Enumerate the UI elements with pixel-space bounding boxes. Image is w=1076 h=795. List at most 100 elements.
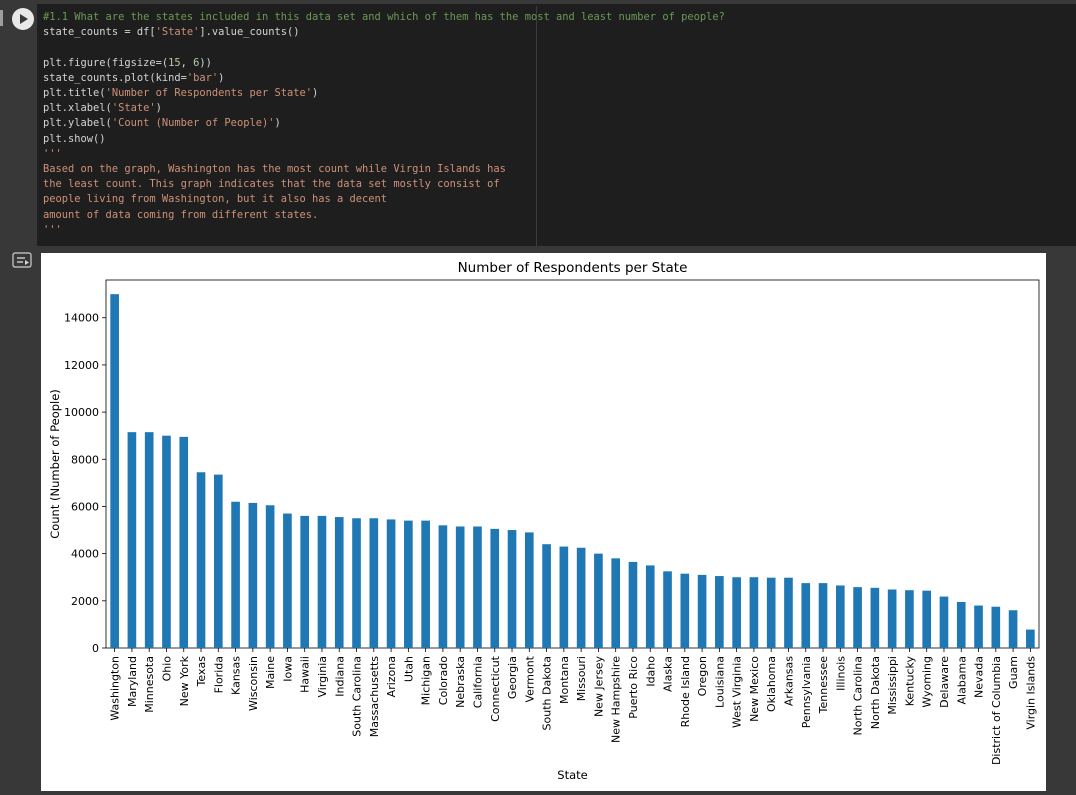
code-line: ''' (43, 148, 62, 160)
chart-title: Number of Respondents per State (458, 260, 688, 276)
code-token: 'State' (155, 26, 200, 39)
bar-louisiana (715, 576, 724, 648)
bar-massachusetts (369, 518, 379, 648)
bar-tennessee (818, 583, 828, 648)
x-tick-label: Wisconsin (247, 656, 260, 711)
code-line: plt.figure(figsize=(15, 6)) (43, 57, 212, 69)
x-tick-label: Hawaii (299, 656, 312, 693)
code-token: 'Count (Number of People)' (111, 117, 275, 130)
bar-puerto-rico (628, 561, 638, 648)
x-tick-label: South Carolina (351, 656, 364, 737)
y-tick-label: 0 (92, 642, 99, 655)
code-line: ''' (43, 224, 62, 236)
bar-district-of-columbia (991, 606, 1001, 648)
bar-arkansas (784, 577, 793, 648)
x-tick-label: Ohio (160, 656, 173, 682)
code-token: 'Number of Respondents per State' (105, 87, 313, 100)
y-tick-label: 14000 (64, 312, 99, 325)
bar-rhode-island (680, 573, 690, 648)
bar-hawaii (300, 515, 310, 648)
x-tick-label: Kansas (230, 656, 243, 695)
code-line: plt.ylabel('Count (Number of People)') (43, 117, 281, 129)
code-text[interactable]: #1.1 What are the states included in thi… (43, 10, 725, 238)
y-tick-label: 10000 (64, 406, 99, 419)
code-token: Based on the graph, Washington has the m… (43, 163, 506, 176)
bar-new-york (179, 436, 189, 648)
bar-montana (559, 546, 569, 648)
code-line: Based on the graph, Washington has the m… (43, 163, 506, 175)
x-tick-label: North Carolina (852, 656, 865, 736)
bar-delaware (939, 596, 949, 648)
x-tick-label: Mississippi (886, 656, 899, 715)
x-tick-label: Oklahoma (765, 656, 778, 712)
x-tick-label: Texas (195, 656, 208, 688)
x-tick-label: North Dakota (869, 656, 882, 729)
code-token: ) (274, 117, 281, 130)
y-axis-label: Count (Number of People) (48, 389, 62, 539)
bar-nebraska (455, 526, 465, 648)
x-tick-label: Iowa (281, 656, 294, 682)
bar-michigan (421, 520, 430, 648)
code-token: ''' (43, 147, 62, 160)
code-token: ''' (43, 223, 62, 236)
x-tick-label: New York (178, 655, 191, 706)
code-token: 'State' (111, 102, 156, 115)
x-tick-label: Connecticut (489, 655, 502, 722)
x-tick-label: District of Columbia (990, 656, 1003, 765)
bar-south-carolina (352, 518, 361, 648)
code-token: ) (312, 87, 319, 100)
bar-new-hampshire (611, 558, 621, 648)
x-tick-label: Alaska (662, 656, 675, 692)
code-token: )) (199, 56, 212, 69)
x-tick-label: New Mexico (748, 656, 761, 722)
code-line: state_counts.plot(kind='bar') (43, 72, 224, 84)
x-tick-label: Maryland (126, 656, 139, 707)
bar-wyoming (922, 590, 932, 648)
x-tick-label: New Jersey (592, 656, 605, 718)
bar-mississippi (887, 589, 897, 648)
bar-idaho (645, 565, 655, 648)
bar-guam (1008, 610, 1018, 648)
code-token: plt.title( (43, 87, 106, 100)
bar-north-dakota (870, 587, 880, 648)
code-token: 6 (193, 56, 200, 69)
code-token: the least count. This graph indicates th… (43, 178, 500, 191)
x-tick-label: Georgia (506, 656, 519, 699)
x-tick-label: Utah (402, 656, 415, 682)
bar-virgin-islands (1026, 629, 1035, 648)
x-tick-label: Washington (109, 656, 122, 721)
bar-washington (110, 294, 119, 648)
bar-north-carolina (853, 587, 862, 648)
code-line: people living from Washington, but it al… (43, 193, 387, 205)
bar-texas (196, 472, 206, 648)
code-editor[interactable] (37, 4, 1076, 246)
x-tick-label: Idaho (644, 656, 657, 687)
bar-new-jersey (594, 553, 603, 648)
bar-kansas (231, 501, 240, 648)
bar-illinois (835, 585, 845, 648)
bar-utah (404, 520, 413, 648)
bar-connecticut (490, 528, 500, 648)
code-line: #1.1 What are the states included in thi… (43, 11, 725, 23)
y-tick-label: 12000 (64, 359, 99, 372)
code-cell: #1.1 What are the states included in thi… (0, 0, 1076, 246)
x-tick-label: South Dakota (541, 656, 554, 730)
x-tick-label: Puerto Rico (627, 656, 640, 719)
code-token: amount of data coming from different sta… (43, 208, 319, 221)
x-tick-label: Vermont (523, 655, 536, 702)
x-tick-label: New Hampshire (610, 656, 623, 743)
code-token: plt.ylabel( (43, 117, 112, 130)
x-tick-label: Virginia (316, 656, 329, 697)
bar-florida (213, 474, 223, 648)
output-settings-icon[interactable] (12, 252, 32, 268)
x-tick-label: Montana (558, 656, 571, 704)
x-tick-label: Nebraska (454, 656, 467, 708)
bar-west-virginia (732, 577, 741, 648)
bar-oregon (697, 574, 707, 648)
code-line: plt.show() (43, 133, 106, 145)
y-tick-label: 8000 (71, 453, 99, 466)
x-tick-label: Arizona (385, 656, 398, 697)
play-circle-icon[interactable] (12, 8, 34, 30)
x-tick-label: Tennessee (817, 656, 830, 715)
code-token: state_counts = df[ (43, 26, 156, 39)
